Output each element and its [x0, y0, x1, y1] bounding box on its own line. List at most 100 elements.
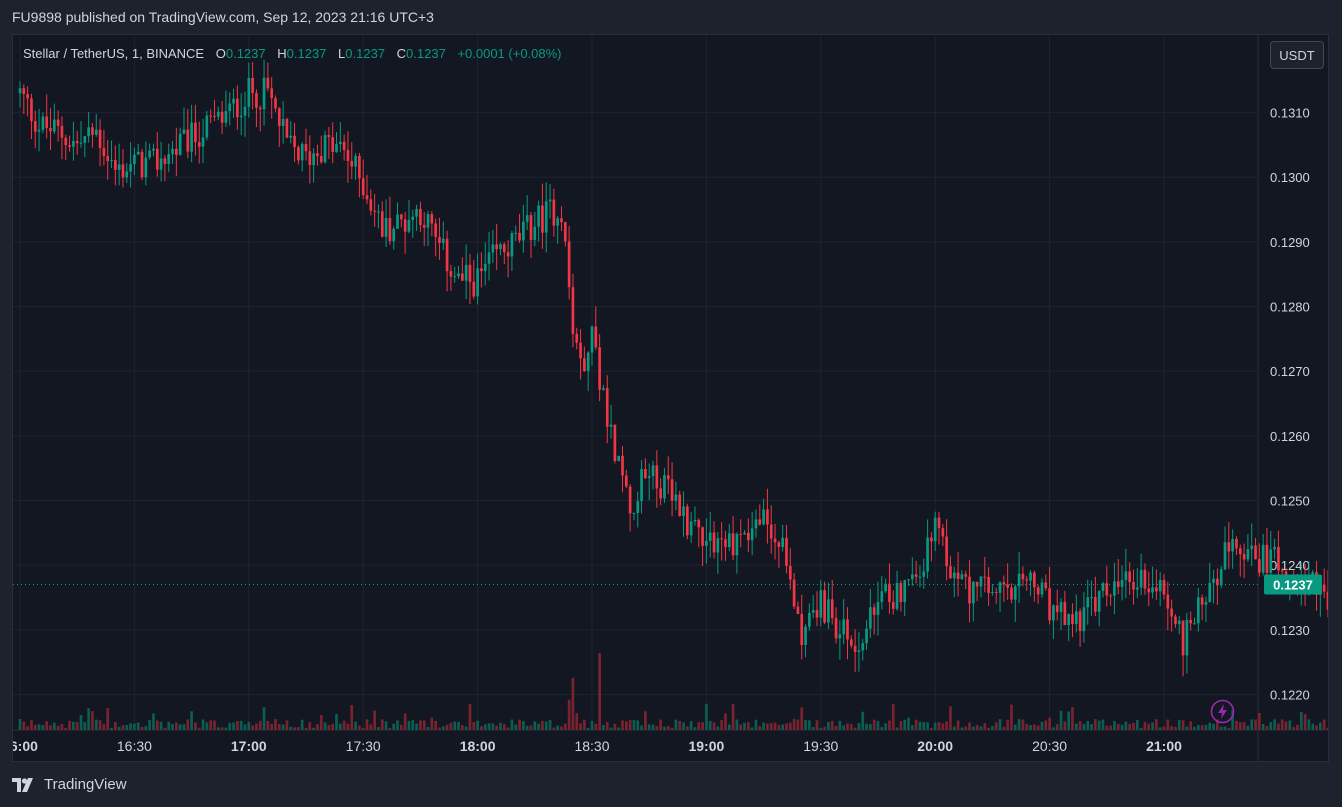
- candle-body: [1067, 614, 1071, 626]
- candle-body: [68, 145, 71, 147]
- volume-bar: [449, 722, 453, 730]
- volume-bar: [579, 723, 582, 730]
- candle-body: [792, 579, 796, 607]
- volume-bar: [1219, 726, 1223, 730]
- candle-body: [998, 582, 1002, 593]
- candle-body: [388, 217, 392, 242]
- volume-bar: [598, 653, 601, 730]
- candle-body: [487, 252, 491, 264]
- volume-bar: [468, 703, 472, 730]
- candle-body: [640, 469, 643, 502]
- volume-bar: [464, 726, 468, 730]
- volume-bar: [197, 727, 201, 730]
- last-price-tag: [1264, 574, 1322, 595]
- candlestick-chart[interactable]: 0.1220 0.1230 0.1240 0.1250 0.1260 0.1270 0.12…: [13, 35, 1328, 761]
- candle-body: [830, 599, 834, 619]
- candle-body: [609, 424, 613, 427]
- volume-bar: [552, 727, 556, 730]
- volume-bar: [788, 722, 792, 730]
- volume-bar: [747, 721, 750, 730]
- candle-body: [285, 118, 289, 138]
- candle-body: [663, 475, 666, 499]
- candle-body: [533, 226, 537, 241]
- volume-bar: [487, 723, 491, 730]
- volume-bar: [644, 711, 647, 730]
- volume-bar: [495, 725, 499, 730]
- volume-bar: [338, 723, 342, 730]
- time-axis-label: 20:30: [1032, 738, 1067, 754]
- volume-bar: [522, 721, 525, 730]
- volume-bar: [369, 724, 373, 730]
- volume-bar: [758, 726, 762, 730]
- candle-body: [1170, 608, 1173, 617]
- volume-bar: [1261, 723, 1265, 730]
- volume-bar: [133, 723, 136, 730]
- candle-body: [697, 519, 701, 528]
- volume-bar: [426, 727, 430, 730]
- candle-body: [651, 465, 655, 477]
- candle-body: [1181, 620, 1185, 656]
- candle-body: [83, 136, 87, 143]
- volume-bar: [1216, 719, 1219, 730]
- volume-bar: [1280, 719, 1284, 730]
- candle-body: [903, 580, 907, 602]
- candle-body: [1257, 559, 1261, 573]
- volume-bar: [842, 725, 846, 730]
- candle-body: [350, 160, 354, 167]
- candle-body: [819, 590, 823, 618]
- volume-bar: [518, 719, 521, 730]
- volume-bar: [678, 721, 682, 730]
- candle-body: [144, 157, 148, 178]
- candle-body: [1002, 582, 1006, 585]
- candle-body: [853, 645, 857, 652]
- candle-body: [685, 506, 689, 536]
- volume-bar: [727, 724, 731, 730]
- currency-button[interactable]: USDT: [1270, 41, 1324, 69]
- candle-body: [1033, 572, 1036, 588]
- candle-body: [45, 116, 49, 128]
- candle-body: [872, 607, 876, 615]
- volume-bar: [1231, 710, 1234, 730]
- chart-frame[interactable]: 0.1220 0.1230 0.1240 0.1250 0.1260 0.1270 0.12…: [12, 34, 1329, 762]
- candle-body: [708, 532, 712, 541]
- lightning-icon[interactable]: [1210, 699, 1235, 724]
- volume-bar: [1010, 704, 1013, 730]
- candle-body: [480, 268, 483, 272]
- candle-body: [1101, 583, 1105, 591]
- volume-bar: [869, 724, 872, 730]
- volume-bar: [136, 722, 140, 730]
- candle-body: [1090, 597, 1093, 599]
- candle-body: [1109, 595, 1112, 597]
- price-axis-label: 0.1260: [1270, 429, 1310, 444]
- candle-body: [449, 271, 453, 277]
- volume-bar: [209, 720, 213, 730]
- candle-body: [682, 506, 685, 516]
- volume-bar: [453, 721, 457, 730]
- volume-bar: [830, 720, 834, 730]
- volume-bar: [899, 721, 903, 730]
- volume-bar: [163, 727, 167, 730]
- volume-bar: [1284, 721, 1288, 730]
- volume-bar: [1033, 724, 1036, 730]
- candle-body: [247, 77, 251, 107]
- volume-bar: [666, 725, 670, 730]
- candle-body: [800, 614, 804, 645]
- volume-bar: [304, 727, 308, 730]
- volume-bar: [994, 722, 998, 730]
- volume-bar: [1025, 723, 1029, 730]
- candle-body: [1212, 578, 1215, 583]
- volume-bar: [1166, 719, 1170, 730]
- candle-body: [899, 583, 903, 602]
- volume-bar: [781, 724, 785, 730]
- candle-body: [1174, 616, 1177, 625]
- volume-bar: [537, 723, 540, 730]
- candle-body: [255, 93, 258, 108]
- volume-bar: [1277, 723, 1280, 730]
- volume-bar: [438, 727, 441, 730]
- candle-body: [1250, 545, 1254, 550]
- candle-body: [300, 144, 304, 161]
- volume-bar: [563, 723, 567, 730]
- candle-body: [251, 77, 254, 94]
- candle-body: [308, 151, 312, 165]
- candle-body: [441, 238, 445, 244]
